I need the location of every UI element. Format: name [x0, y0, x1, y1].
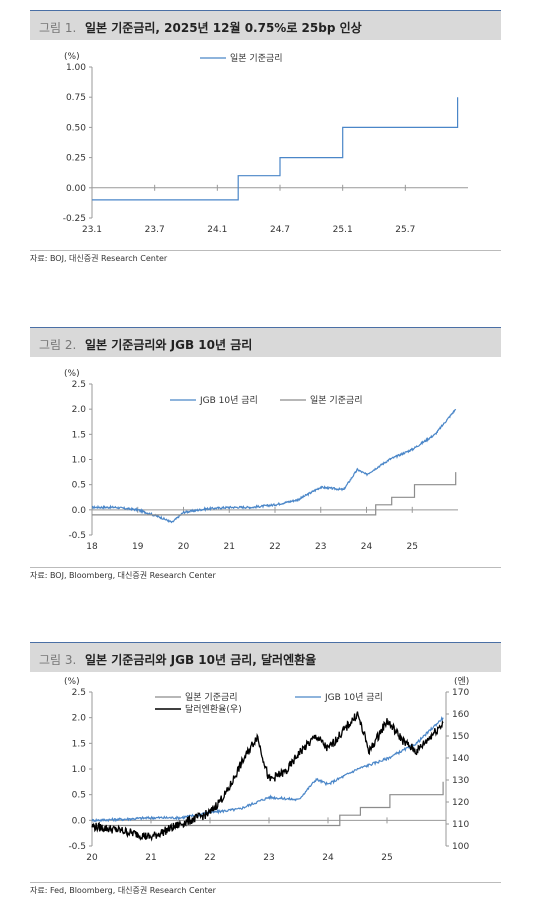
y2-unit-label: (엔) [454, 676, 469, 687]
y-tick-label: 2.0 [72, 405, 87, 415]
figure-3-source: 자료: Fed, Bloomberg, 대신증권 Research Center [30, 882, 501, 896]
x-tick-label: 25 [407, 542, 418, 552]
figure-3-header: 그림 3. 일본 기준금리와 JGB 10년 금리, 달러엔환율 [30, 642, 501, 672]
x-tick-label: 25.7 [395, 225, 415, 235]
y-tick-label: 0.50 [66, 123, 86, 133]
figure-3-chart: (%) (엔) 2.5 2.0 1.5 1.0 0.5 0.0 -0.5 170 160 150 140… [64, 676, 469, 863]
x-tick-label: 25 [381, 853, 392, 863]
series-line [91, 711, 444, 842]
y2-tick-label: 160 [452, 710, 469, 720]
x-tick-label: 22 [204, 853, 215, 863]
x-tick-label: 25.1 [333, 225, 353, 235]
y2-tick-label: 110 [452, 820, 469, 830]
y-tick-label: 1.0 [72, 456, 87, 466]
y2-tick-label: 150 [452, 732, 469, 742]
legend-label: 일본 기준금리 [185, 692, 238, 703]
x-tick-label: 21 [224, 542, 235, 552]
y2-tick-label: 120 [452, 798, 469, 808]
y-unit-label: (%) [64, 677, 80, 687]
y-tick-label: 1.5 [72, 739, 86, 749]
x-tick-label: 19 [132, 542, 144, 552]
x-tick-label: 22 [269, 542, 280, 552]
series-line [92, 472, 457, 516]
y-tick-label: 0.75 [66, 93, 86, 103]
y-tick-label: 0.25 [66, 154, 86, 164]
x-tick-label: 24.7 [270, 225, 290, 235]
x-tick-label: 23 [263, 853, 274, 863]
x-tick-label: 23.1 [82, 225, 102, 235]
y-tick-label: -0.5 [68, 531, 86, 541]
figure-1-header: 그림 1. 일본 기준금리, 2025년 12월 0.75%로 25bp 인상 [30, 10, 501, 40]
y-tick-label: 0.0 [72, 506, 87, 516]
x-tick-label: 24 [322, 853, 334, 863]
x-tick-label: 24 [361, 542, 373, 552]
figure-2-title: 일본 기준금리와 JGB 10년 금리 [85, 338, 253, 352]
figure-2-chart: (%)2.5 2.0 1.5 1.0 0.5 0.0 -0.518 19 20 21 22 23 24 2… [64, 369, 458, 552]
figure-3-title: 일본 기준금리와 JGB 10년 금리, 달러엔환율 [85, 653, 317, 667]
y2-tick-label: 170 [452, 688, 469, 698]
y-tick-label: 2.5 [72, 688, 86, 698]
y-tick-label: -0.5 [68, 842, 86, 852]
figure-1: 그림 1. 일본 기준금리, 2025년 12월 0.75%로 25bp 인상 … [30, 10, 501, 268]
y-tick-label: 0.5 [72, 791, 86, 801]
y-tick-label: 1.00 [66, 63, 86, 73]
y-tick-label: 2.0 [72, 714, 87, 724]
y-tick-label: -0.25 [63, 214, 86, 224]
y-tick-label: 0.5 [72, 481, 86, 491]
figure-2-number: 그림 2. [39, 338, 77, 352]
y2-tick-label: 100 [452, 842, 469, 852]
figure-2-header: 그림 2. 일본 기준금리와 JGB 10년 금리 [30, 327, 501, 357]
y-tick-label: 0.00 [66, 184, 86, 194]
y-unit-label: (%) [64, 52, 80, 62]
figure-3-number: 그림 3. [39, 653, 77, 667]
x-tick-label: 23 [315, 542, 326, 552]
series-line [92, 781, 444, 827]
legend-label: JGB 10년 금리 [324, 692, 383, 703]
figure-3: 그림 3. 일본 기준금리와 JGB 10년 금리, 달러엔환율 (%) (엔) 2… [30, 642, 501, 900]
y-tick-label: 1.5 [72, 430, 86, 440]
x-tick-label: 18 [86, 542, 98, 552]
series-line [92, 97, 459, 201]
figure-1-source: 자료: BOJ, 대신증권 Research Center [30, 250, 501, 264]
legend-label: 일본 기준금리 [310, 395, 363, 406]
y2-tick-label: 130 [452, 776, 469, 786]
x-tick-label: 24.1 [207, 225, 227, 235]
figure-1-number: 그림 1. [39, 21, 77, 35]
series-line [91, 715, 444, 823]
x-tick-label: 20 [178, 542, 190, 552]
legend-label: 달러엔환율(우) [185, 703, 242, 715]
figure-2: 그림 2. 일본 기준금리와 JGB 10년 금리 (%) 2.5 2.0 1.5 1.… [30, 327, 501, 585]
y2-tick-label: 140 [452, 754, 469, 764]
figure-1-title: 일본 기준금리, 2025년 12월 0.75%로 25bp 인상 [85, 21, 362, 35]
y-tick-label: 2.5 [72, 380, 86, 390]
y-tick-label: 1.0 [72, 765, 87, 775]
legend-label: JGB 10년 금리 [199, 395, 258, 406]
y-unit-label: (%) [64, 369, 80, 379]
legend-label: 일본 기준금리 [230, 53, 283, 64]
x-tick-label: 23.7 [145, 225, 165, 235]
figure-2-source: 자료: BOJ, Bloomberg, 대신증권 Research Center [30, 567, 501, 581]
y-tick-label: 0.0 [72, 816, 87, 826]
series-line [91, 408, 457, 524]
x-tick-label: 21 [145, 853, 156, 863]
x-tick-label: 20 [86, 853, 98, 863]
